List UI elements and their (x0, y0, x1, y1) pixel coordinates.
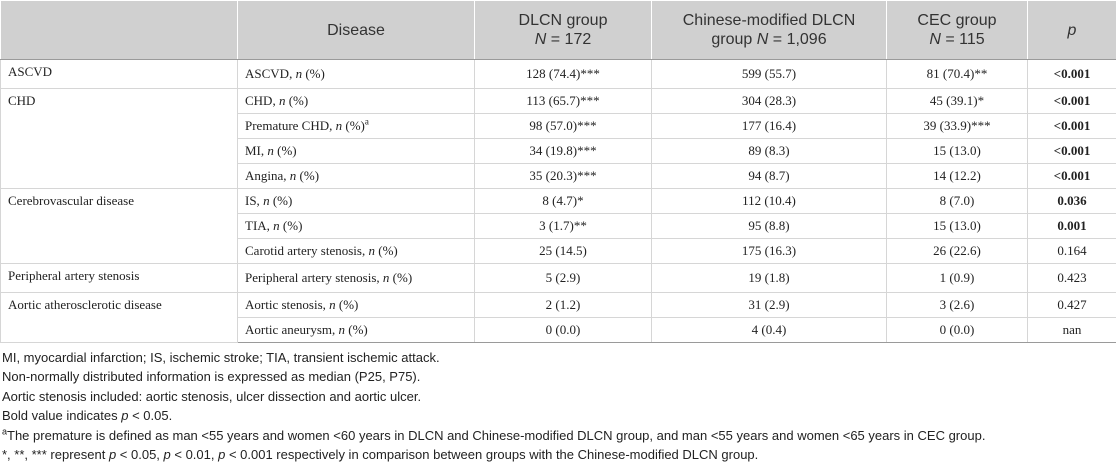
cec-cell: 26 (22.6) (886, 238, 1028, 264)
disease-label: TIA, n (%) (237, 213, 475, 239)
dlcn-cell: 128 (74.4)*** (474, 59, 652, 89)
cec-cell: 0 (0.0) (886, 317, 1028, 343)
p-cell: <0.001 (1027, 59, 1116, 89)
header-group (0, 0, 238, 60)
cec-cell: 14 (12.2) (886, 163, 1028, 189)
results-table: Disease DLCN group N = 172 Chinese-modif… (0, 0, 1116, 343)
footnote-aortic: Aortic stenosis included: aortic stenosi… (2, 388, 422, 404)
chinese-cell: 19 (1.8) (651, 263, 887, 293)
table-row: Cerebrovascular disease IS, n (%) 8 (4.7… (0, 188, 1116, 264)
table-row: MI, n (%) 34 (19.8)*** 89 (8.3) 15 (13.0… (1, 138, 1116, 164)
chinese-cell: 94 (8.7) (651, 163, 887, 189)
chinese-cell: 177 (16.4) (651, 113, 887, 139)
chinese-cell: 95 (8.8) (651, 213, 887, 239)
disease-label: ASCVD, n (%) (237, 59, 475, 89)
table-row: CHD CHD, n (%) 113 (65.7)*** 304 (28.3) … (0, 88, 1116, 189)
disease-label: Aortic aneurysm, n (%) (237, 317, 475, 343)
dlcn-cell: 8 (4.7)* (474, 188, 652, 214)
header-cec: CEC group N = 115 (886, 0, 1028, 60)
footnote-marker: a (2, 426, 8, 437)
chinese-cell: 599 (55.7) (651, 59, 887, 89)
disease-label: Aortic stenosis, n (%) (237, 292, 475, 318)
group-label: Cerebrovascular disease (0, 188, 238, 264)
chinese-cell: 89 (8.3) (651, 138, 887, 164)
chinese-cell: 112 (10.4) (651, 188, 887, 214)
table-row: Aortic atherosclerotic disease Aortic st… (0, 292, 1116, 343)
header-disease: Disease (237, 0, 475, 60)
dlcn-cell: 5 (2.9) (474, 263, 652, 293)
table-row: Premature CHD, n (%)a 98 (57.0)*** 177 (… (1, 113, 1116, 139)
dlcn-cell: 35 (20.3)*** (474, 163, 652, 189)
dlcn-cell: 34 (19.8)*** (474, 138, 652, 164)
header-chinese-dlcn: Chinese-modified DLCN group N = 1,096 (651, 0, 887, 60)
cec-cell: 15 (13.0) (886, 138, 1028, 164)
group-label: Peripheral artery stenosis (0, 263, 238, 293)
footnote-abbreviations: MI, myocardial infarction; IS, ischemic … (2, 350, 440, 365)
group-label: ASCVD (0, 59, 238, 89)
p-cell: 0.427 (1027, 292, 1116, 318)
dlcn-cell: 113 (65.7)*** (474, 88, 652, 114)
chinese-cell: 31 (2.9) (651, 292, 887, 318)
cec-cell: 3 (2.6) (886, 292, 1028, 318)
table-row: Angina, n (%) 35 (20.3)*** 94 (8.7) 14 (… (1, 163, 1116, 189)
p-cell: 0.164 (1027, 238, 1116, 264)
disease-label: IS, n (%) (237, 188, 475, 214)
chinese-cell: 4 (0.4) (651, 317, 887, 343)
p-cell: nan (1027, 317, 1116, 343)
table-row: Carotid artery stenosis, n (%) 25 (14.5)… (1, 238, 1116, 264)
cec-cell: 1 (0.9) (886, 263, 1028, 293)
disease-label: CHD, n (%) (237, 88, 475, 114)
dlcn-cell: 25 (14.5) (474, 238, 652, 264)
cec-cell: 8 (7.0) (886, 188, 1028, 214)
footnote-premature: aThe premature is defined as man <55 yea… (2, 426, 986, 443)
p-cell: <0.001 (1027, 113, 1116, 139)
chinese-cell: 175 (16.3) (651, 238, 887, 264)
dlcn-cell: 0 (0.0) (474, 317, 652, 343)
disease-label: Carotid artery stenosis, n (%) (237, 238, 475, 264)
disease-label: Premature CHD, n (%)a (237, 113, 475, 139)
dlcn-cell: 3 (1.7)** (474, 213, 652, 239)
group-label: CHD (0, 88, 238, 189)
chinese-cell: 304 (28.3) (651, 88, 887, 114)
cec-cell: 81 (70.4)** (886, 59, 1028, 89)
dlcn-cell: 98 (57.0)*** (474, 113, 652, 139)
header-dlcn: DLCN group N = 172 (474, 0, 652, 60)
group-label: Aortic atherosclerotic disease (0, 292, 238, 343)
footnote-marker: a (364, 116, 369, 127)
p-cell: <0.001 (1027, 138, 1116, 164)
p-cell: <0.001 (1027, 163, 1116, 189)
footnote-median: Non-normally distributed information is … (2, 369, 421, 385)
disease-label: MI, n (%) (237, 138, 475, 164)
p-cell: 0.001 (1027, 213, 1116, 239)
header-p: p (1027, 0, 1116, 60)
p-cell: 0.423 (1027, 263, 1116, 293)
dlcn-cell: 2 (1.2) (474, 292, 652, 318)
table-row: ASCVD ASCVD, n (%) 128 (74.4)*** 599 (55… (0, 59, 1116, 89)
disease-label: Angina, n (%) (237, 163, 475, 189)
p-cell: 0.036 (1027, 188, 1116, 214)
table-row: Peripheral artery stenosis Peripheral ar… (0, 263, 1116, 293)
table-row: Aortic aneurysm, n (%) 0 (0.0) 4 (0.4) 0… (1, 317, 1116, 343)
cec-cell: 15 (13.0) (886, 213, 1028, 239)
cec-cell: 45 (39.1)* (886, 88, 1028, 114)
footnote-significance: *, **, *** represent p < 0.05, p < 0.01,… (2, 446, 759, 462)
disease-label: Peripheral artery stenosis, n (%) (237, 263, 475, 293)
p-cell: <0.001 (1027, 88, 1116, 114)
table-header-row: Disease DLCN group N = 172 Chinese-modif… (0, 0, 1116, 60)
table-footnotes: MI, myocardial infarction; IS, ischemic … (2, 348, 1116, 464)
cec-cell: 39 (33.9)*** (886, 113, 1028, 139)
footnote-bold: Bold value indicates p < 0.05. (2, 408, 173, 424)
